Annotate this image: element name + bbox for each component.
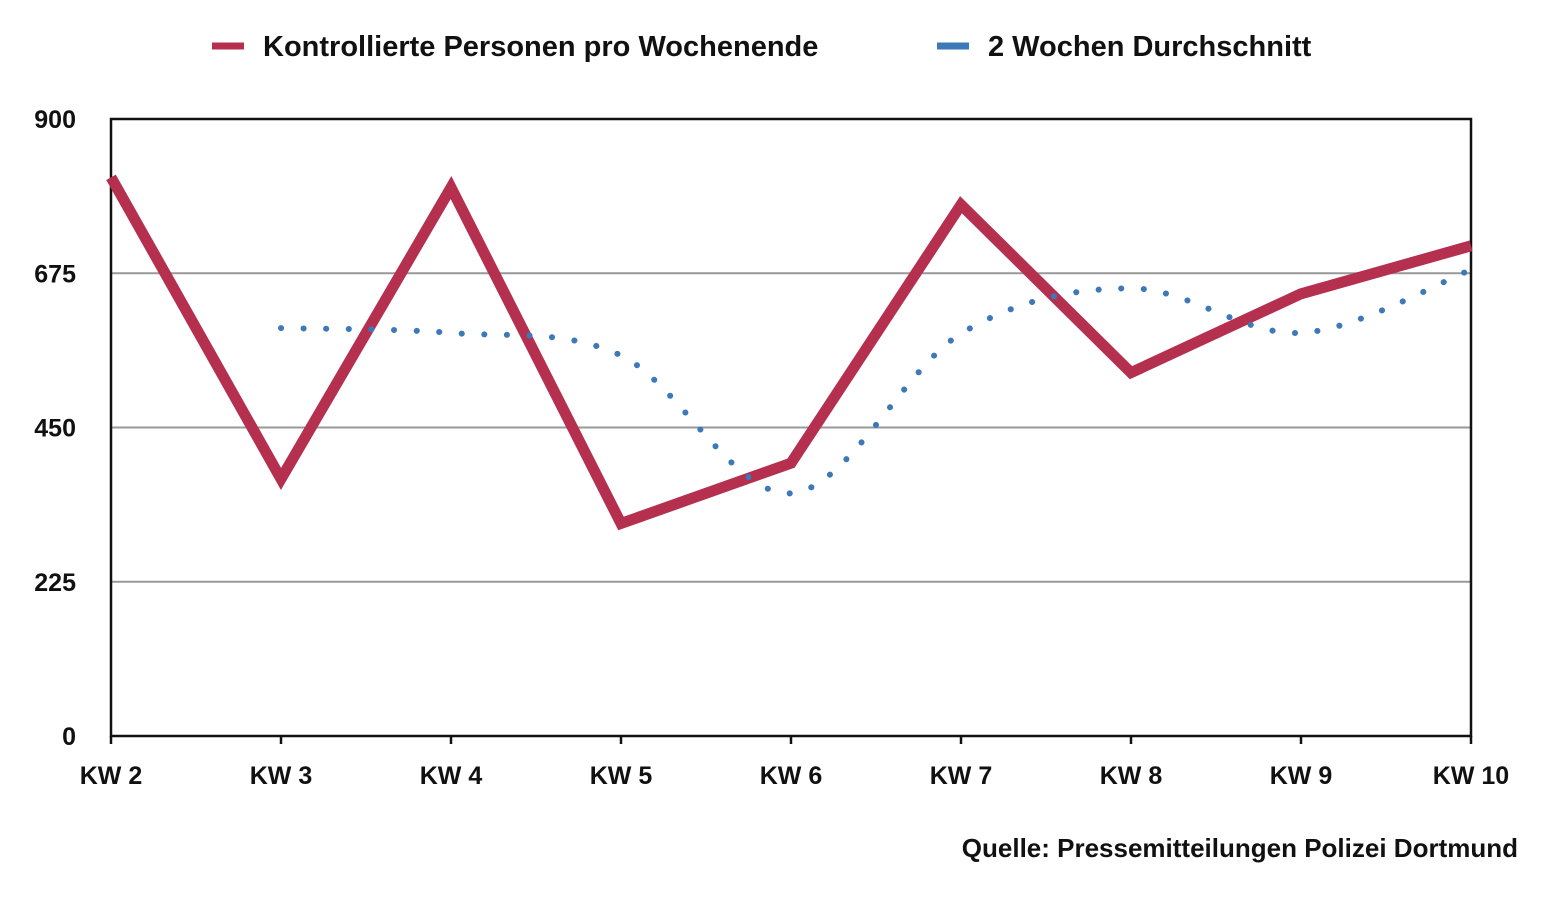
data-point-durchschnitt [788, 490, 794, 496]
data-point-kontrollierte [1298, 291, 1304, 297]
data-point-durchschnitt [958, 331, 964, 337]
data-point-kontrollierte [448, 185, 454, 191]
legend-item-durchschnitt: 2 Wochen Durchschnitt [937, 31, 1312, 63]
x-tick-label-kw-2: KW 2 [80, 762, 143, 790]
y-tick-label-900: 900 [34, 106, 76, 134]
y-tick-label-450: 450 [34, 415, 76, 443]
legend-item-kontrollierte: Kontrollierte Personen pro Wochenende [212, 31, 818, 63]
data-point-durchschnitt [448, 330, 454, 336]
data-point-kontrollierte [788, 460, 794, 466]
data-point-durchschnitt [1298, 330, 1304, 336]
data-point-kontrollierte [108, 174, 114, 180]
legend-label-kontrollierte: Kontrollierte Personen pro Wochenende [263, 31, 818, 63]
x-tick-label-kw-5: KW 5 [590, 762, 653, 790]
x-tick-label-kw-9: KW 9 [1270, 762, 1333, 790]
data-point-kontrollierte [278, 476, 284, 482]
source-note: Quelle: Pressemitteilungen Polizei Dortm… [962, 833, 1518, 863]
data-point-durchschnitt [618, 353, 624, 359]
data-point-kontrollierte [958, 202, 964, 208]
gridlines [111, 118, 1471, 583]
data-point-kontrollierte [1468, 243, 1474, 249]
series-line-durchschnitt [278, 266, 1474, 497]
y-tick-label-0: 0 [62, 723, 76, 751]
x-tick-label-kw-7: KW 7 [930, 762, 993, 790]
series-line-kontrollierte [106, 174, 1473, 531]
x-tick-label-kw-4: KW 4 [420, 762, 483, 790]
legend: Kontrollierte Personen pro Wochenende 2 … [212, 31, 1312, 63]
data-point-kontrollierte [1128, 370, 1134, 376]
x-tick-label-kw-3: KW 3 [250, 762, 313, 790]
data-point-durchschnitt [278, 325, 284, 331]
y-axis-ticks: 0 225 450 675 900 [34, 106, 76, 751]
x-tick-label-kw-10: KW 10 [1433, 762, 1509, 790]
data-point-kontrollierte [618, 520, 624, 526]
x-tick-label-kw-6: KW 6 [760, 762, 823, 790]
series-layer [106, 174, 1474, 531]
x-tick-label-kw-8: KW 8 [1100, 762, 1163, 790]
x-axis-ticks: KW 2 KW 3 KW 4 KW 5 KW 6 KW 7 KW 8 KW 9 KW 10 [80, 736, 1509, 790]
data-point-durchschnitt [1468, 267, 1474, 273]
y-tick-label-675: 675 [34, 260, 76, 288]
data-point-durchschnitt [1128, 285, 1134, 291]
y-tick-label-225: 225 [34, 569, 76, 597]
legend-label-durchschnitt: 2 Wochen Durchschnitt [988, 31, 1312, 63]
